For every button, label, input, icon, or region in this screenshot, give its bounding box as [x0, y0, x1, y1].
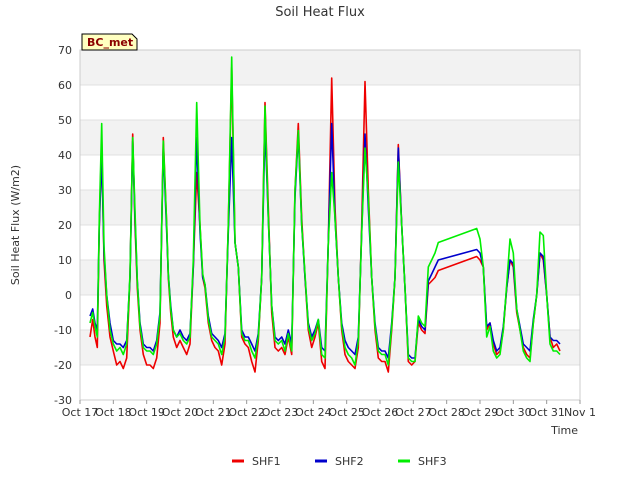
x-axis-title: Time: [550, 424, 578, 437]
series-lines: [89, 56, 561, 373]
x-tick-label: Oct 31: [528, 406, 565, 419]
x-tick-label: Oct 20: [162, 406, 199, 419]
x-tick-label: Oct 19: [128, 406, 165, 419]
legend-label-shf2: SHF2: [335, 455, 364, 468]
y-tick-label: 30: [58, 184, 72, 197]
y-tick-label: -20: [54, 359, 72, 372]
y-tick-label: 20: [58, 219, 72, 232]
x-tick-label: Oct 23: [262, 406, 299, 419]
chart-title: Soil Heat Flux: [275, 5, 365, 20]
y-tick-label: 70: [58, 44, 72, 57]
x-tick-label: Oct 21: [195, 406, 232, 419]
x-tick-label: Oct 24: [295, 406, 332, 419]
x-tick-label: Oct 29: [462, 406, 499, 419]
y-tick-label: 10: [58, 254, 72, 267]
y-tick-label: -10: [54, 324, 72, 337]
grid-band: [80, 260, 580, 295]
x-tick-label: Oct 30: [495, 406, 532, 419]
site-label-box: BC_met: [81, 33, 138, 51]
x-tick-label: Oct 26: [362, 406, 399, 419]
grid-band: [80, 330, 580, 365]
site-label: BC_met: [87, 36, 133, 49]
series-line-shf3: [89, 56, 561, 366]
legend-label-shf3: SHF3: [418, 455, 447, 468]
legend-label-shf1: SHF1: [252, 455, 281, 468]
x-tick-label: Oct 18: [95, 406, 132, 419]
x-tick-label: Oct 28: [428, 406, 465, 419]
plot-frame: [79, 49, 581, 401]
x-tick-label: Oct 27: [395, 406, 432, 419]
x-tick-label: Oct 17: [62, 406, 99, 419]
x-tick-label: Nov 1: [564, 406, 596, 419]
x-tick-label: Oct 25: [328, 406, 365, 419]
x-tick-label: Oct 22: [228, 406, 265, 419]
y-axis-ticks: -30 -20 -10 0 10 20 30 40 50 60 70: [54, 44, 72, 407]
y-tick-label: -30: [54, 394, 72, 407]
y-tick-label: 0: [65, 289, 72, 302]
y-axis-title: Soil Heat Flux (W/m2): [9, 165, 22, 285]
legend: SHF1 SHF2 SHF3: [232, 455, 447, 468]
y-tick-label: 60: [58, 79, 72, 92]
grid-band: [80, 50, 580, 85]
y-tick-label: 50: [58, 114, 72, 127]
y-tick-label: 40: [58, 149, 72, 162]
